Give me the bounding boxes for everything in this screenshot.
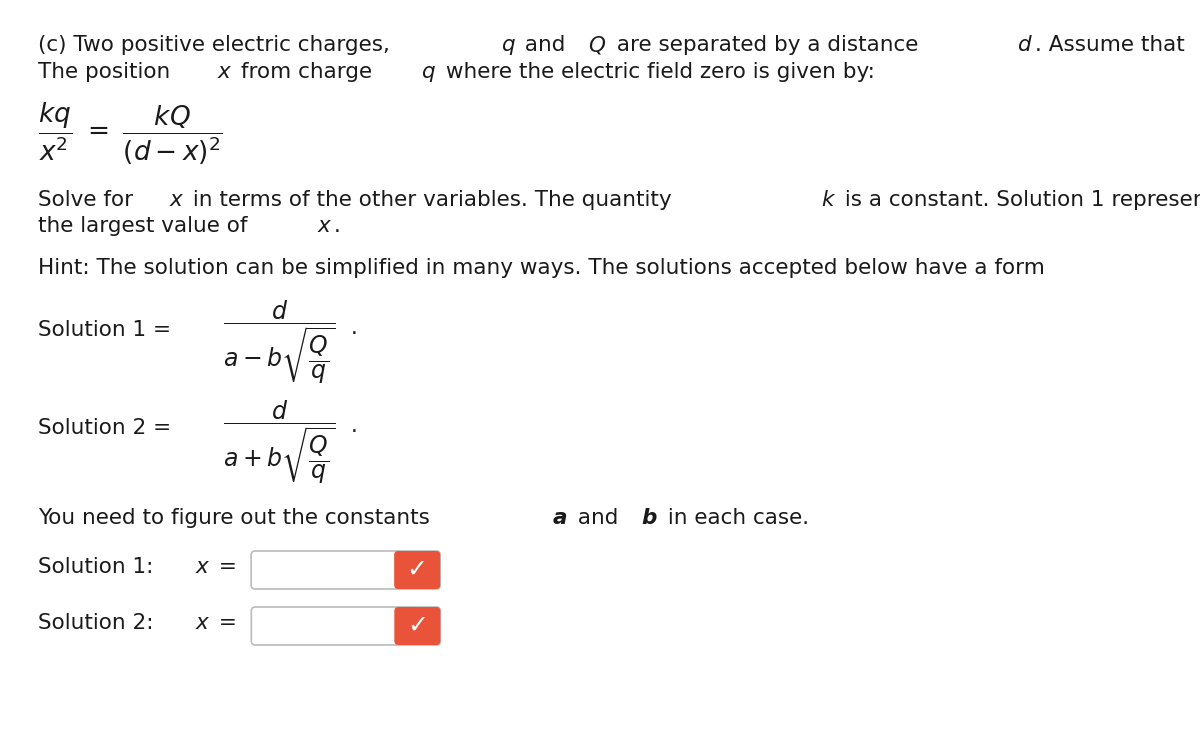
Text: .: . bbox=[352, 318, 358, 338]
Text: $\dfrac{d}{a+b\sqrt{\dfrac{Q}{q}}}$: $\dfrac{d}{a+b\sqrt{\dfrac{Q}{q}}}$ bbox=[223, 398, 335, 486]
Text: .: . bbox=[334, 216, 341, 236]
Text: x: x bbox=[196, 613, 209, 633]
Text: where the electric field zero is given by:: where the electric field zero is given b… bbox=[439, 62, 875, 82]
Text: in each case.: in each case. bbox=[661, 508, 809, 528]
Text: x: x bbox=[217, 62, 230, 82]
Text: are separated by a distance: are separated by a distance bbox=[611, 35, 925, 55]
Text: =: = bbox=[212, 613, 244, 633]
Text: $\dfrac{d}{a-b\sqrt{\dfrac{Q}{q}}}$: $\dfrac{d}{a-b\sqrt{\dfrac{Q}{q}}}$ bbox=[223, 298, 335, 385]
Text: q: q bbox=[421, 62, 434, 82]
FancyBboxPatch shape bbox=[395, 607, 440, 645]
Text: b: b bbox=[641, 508, 656, 528]
Text: Solution 1 =: Solution 1 = bbox=[38, 320, 178, 340]
Text: ✓: ✓ bbox=[407, 558, 427, 582]
FancyBboxPatch shape bbox=[251, 551, 440, 589]
Text: the largest value of: the largest value of bbox=[38, 216, 254, 236]
Text: $\mathit{\dfrac{kq}{x^2}\ =\ \dfrac{kQ}{(d-x)^2}}$: $\mathit{\dfrac{kq}{x^2}\ =\ \dfrac{kQ}{… bbox=[38, 100, 223, 167]
Text: and: and bbox=[518, 35, 572, 55]
Text: q: q bbox=[500, 35, 515, 55]
Text: Q: Q bbox=[588, 35, 605, 55]
Text: k: k bbox=[822, 190, 834, 210]
FancyBboxPatch shape bbox=[251, 607, 440, 645]
Text: in terms of the other variables. The quantity: in terms of the other variables. The qua… bbox=[186, 190, 678, 210]
Text: Solve for: Solve for bbox=[38, 190, 140, 210]
Text: =: = bbox=[212, 557, 244, 577]
Text: a: a bbox=[552, 508, 568, 528]
Text: The position: The position bbox=[38, 62, 178, 82]
Text: ✓: ✓ bbox=[407, 614, 428, 638]
Text: (c) Two positive electric charges,: (c) Two positive electric charges, bbox=[38, 35, 397, 55]
Text: x: x bbox=[169, 190, 182, 210]
Text: x: x bbox=[317, 216, 330, 236]
Text: You need to figure out the constants: You need to figure out the constants bbox=[38, 508, 437, 528]
Text: Solution 1:: Solution 1: bbox=[38, 557, 161, 577]
Text: d: d bbox=[1018, 35, 1031, 55]
Text: . Assume that: . Assume that bbox=[1034, 35, 1192, 55]
Text: is a constant. Solution 1 represents: is a constant. Solution 1 represents bbox=[838, 190, 1200, 210]
Text: x: x bbox=[196, 557, 209, 577]
Text: Solution 2 =: Solution 2 = bbox=[38, 418, 178, 438]
Text: from charge: from charge bbox=[234, 62, 379, 82]
Text: Hint: The solution can be simplified in many ways. The solutions accepted below : Hint: The solution can be simplified in … bbox=[38, 258, 1045, 278]
Text: Solution 2:: Solution 2: bbox=[38, 613, 161, 633]
Text: and: and bbox=[571, 508, 625, 528]
FancyBboxPatch shape bbox=[394, 551, 440, 589]
Text: .: . bbox=[352, 416, 358, 436]
